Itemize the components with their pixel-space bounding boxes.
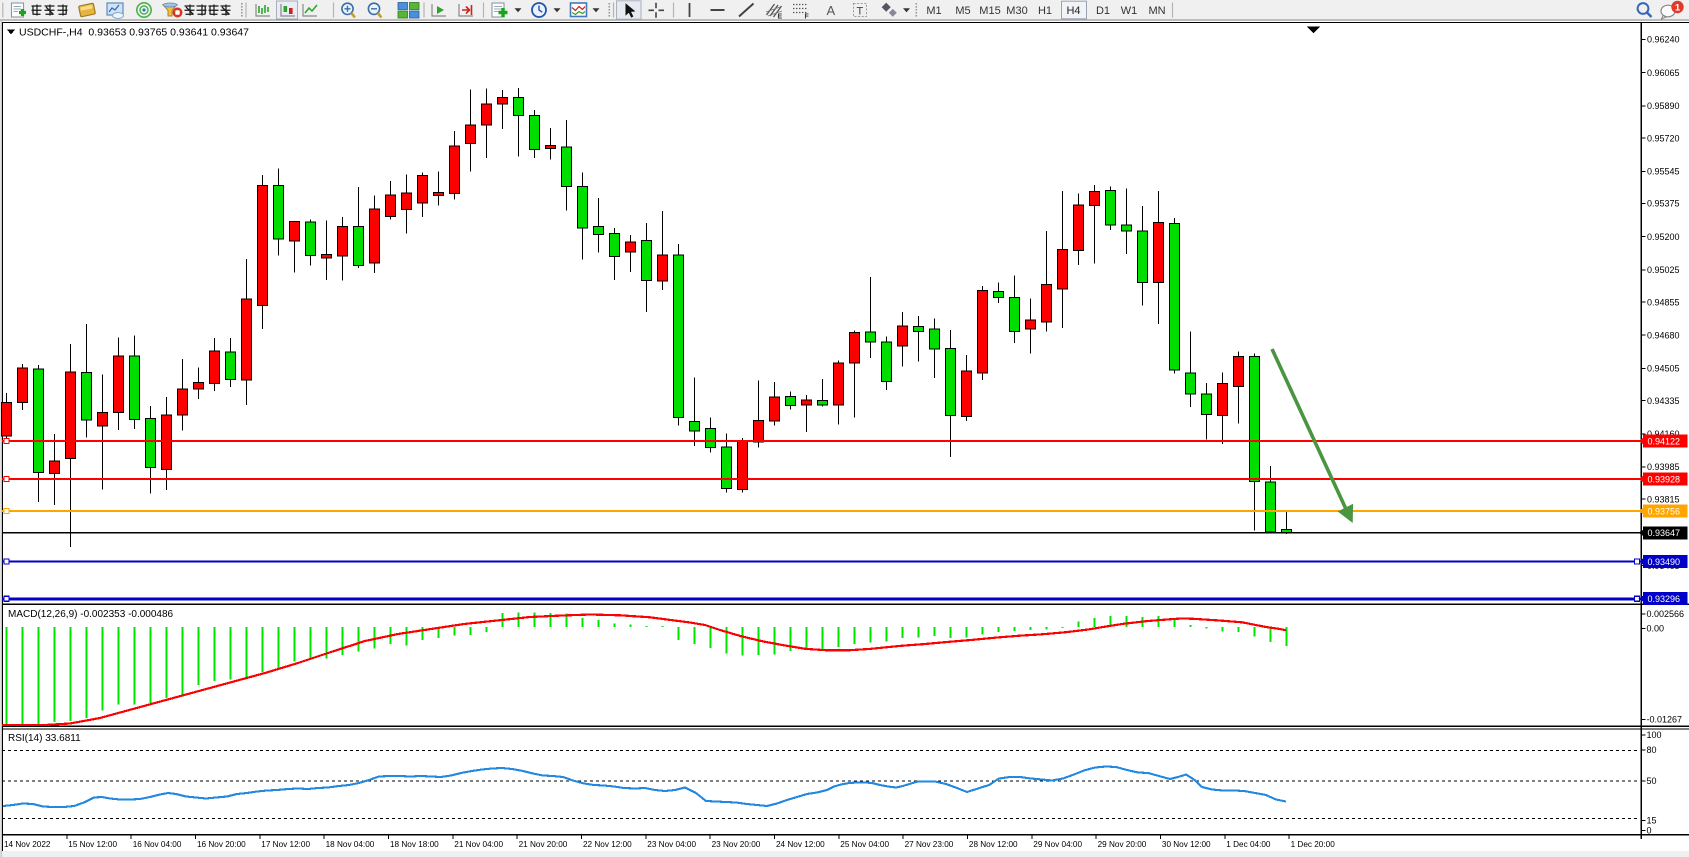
- svg-text:0.96065: 0.96065: [1647, 68, 1680, 78]
- svg-text:15: 15: [1647, 816, 1657, 826]
- svg-text:M5: M5: [955, 5, 970, 17]
- svg-text:A: A: [827, 3, 836, 18]
- svg-text:0.93928: 0.93928: [1648, 474, 1681, 484]
- svg-text:RSI(14) 33.6811: RSI(14) 33.6811: [8, 733, 81, 744]
- svg-text:24 Nov 12:00: 24 Nov 12:00: [776, 840, 825, 849]
- svg-text:21 Nov 04:00: 21 Nov 04:00: [454, 840, 503, 849]
- svg-text:-0.01267: -0.01267: [1647, 715, 1683, 725]
- svg-text:14 Nov 2022: 14 Nov 2022: [4, 840, 51, 849]
- svg-text:H4: H4: [1066, 5, 1080, 17]
- svg-text:0.94680: 0.94680: [1647, 330, 1680, 340]
- svg-text:0.002566: 0.002566: [1647, 609, 1685, 619]
- svg-text:M15: M15: [979, 5, 1000, 17]
- svg-text:0.95200: 0.95200: [1647, 232, 1680, 242]
- svg-text:0.95025: 0.95025: [1647, 265, 1680, 275]
- svg-text:E: E: [778, 14, 783, 21]
- svg-text:0.00: 0.00: [1647, 624, 1665, 634]
- svg-text:16 Nov 20:00: 16 Nov 20:00: [197, 840, 246, 849]
- svg-text:28 Nov 12:00: 28 Nov 12:00: [969, 840, 1018, 849]
- svg-text:23 Nov 20:00: 23 Nov 20:00: [712, 840, 761, 849]
- svg-text:USDCHF-,H4 0.93653 0.93765 0.: USDCHF-,H4 0.93653 0.93765 0.93641 0.936…: [19, 27, 249, 39]
- svg-text:MN: MN: [1148, 5, 1165, 17]
- svg-text:T: T: [857, 6, 864, 18]
- svg-text:0.94855: 0.94855: [1647, 297, 1680, 307]
- svg-text:0.96240: 0.96240: [1647, 35, 1680, 45]
- svg-text:0.95720: 0.95720: [1647, 133, 1680, 143]
- svg-text:0.94335: 0.94335: [1647, 396, 1680, 406]
- svg-text:23 Nov 04:00: 23 Nov 04:00: [647, 840, 696, 849]
- svg-text:0.93647: 0.93647: [1648, 528, 1681, 538]
- svg-text:M1: M1: [926, 5, 941, 17]
- svg-text:0: 0: [1647, 826, 1652, 836]
- svg-text:1: 1: [1675, 3, 1681, 14]
- svg-text:H1: H1: [1038, 5, 1052, 17]
- svg-text:29 Nov 04:00: 29 Nov 04:00: [1033, 840, 1082, 849]
- svg-text:21 Nov 20:00: 21 Nov 20:00: [519, 840, 568, 849]
- svg-text:18 Nov 18:00: 18 Nov 18:00: [390, 840, 439, 849]
- svg-text:29 Nov 20:00: 29 Nov 20:00: [1098, 840, 1147, 849]
- svg-text:0.93490: 0.93490: [1648, 557, 1681, 567]
- svg-text:22 Nov 12:00: 22 Nov 12:00: [583, 840, 632, 849]
- svg-text:0.94505: 0.94505: [1647, 364, 1680, 374]
- svg-text:1 Dec 04:00: 1 Dec 04:00: [1226, 840, 1271, 849]
- svg-text:F: F: [805, 14, 810, 21]
- svg-text:18 Nov 04:00: 18 Nov 04:00: [326, 840, 375, 849]
- svg-text:0.93296: 0.93296: [1648, 594, 1681, 604]
- svg-text:0.93756: 0.93756: [1648, 506, 1681, 516]
- svg-text:17 Nov 12:00: 17 Nov 12:00: [261, 840, 310, 849]
- svg-text:0.95545: 0.95545: [1647, 167, 1680, 177]
- svg-text:1 Dec 20:00: 1 Dec 20:00: [1291, 840, 1336, 849]
- svg-text:MACD(12,26,9) -0.002353 -0.000: MACD(12,26,9) -0.002353 -0.000486: [8, 609, 174, 620]
- svg-text:D1: D1: [1096, 5, 1110, 17]
- svg-text:0.95890: 0.95890: [1647, 101, 1680, 111]
- svg-text:27 Nov 23:00: 27 Nov 23:00: [905, 840, 954, 849]
- svg-text:0.93985: 0.93985: [1647, 462, 1680, 472]
- svg-text:0.94160: 0.94160: [1647, 429, 1680, 439]
- svg-text:50: 50: [1647, 776, 1657, 786]
- svg-text:0.93815: 0.93815: [1647, 494, 1680, 504]
- svg-text:80: 80: [1647, 745, 1657, 755]
- svg-text:16 Nov 04:00: 16 Nov 04:00: [133, 840, 182, 849]
- svg-text:W1: W1: [1121, 5, 1138, 17]
- svg-text:0.95375: 0.95375: [1647, 199, 1680, 209]
- svg-text:M30: M30: [1006, 5, 1027, 17]
- svg-text:0.94122: 0.94122: [1648, 436, 1681, 446]
- svg-text:25 Nov 04:00: 25 Nov 04:00: [840, 840, 889, 849]
- svg-text:15 Nov 12:00: 15 Nov 12:00: [68, 840, 117, 849]
- svg-text:100: 100: [1647, 730, 1662, 740]
- svg-text:30 Nov 12:00: 30 Nov 12:00: [1162, 840, 1211, 849]
